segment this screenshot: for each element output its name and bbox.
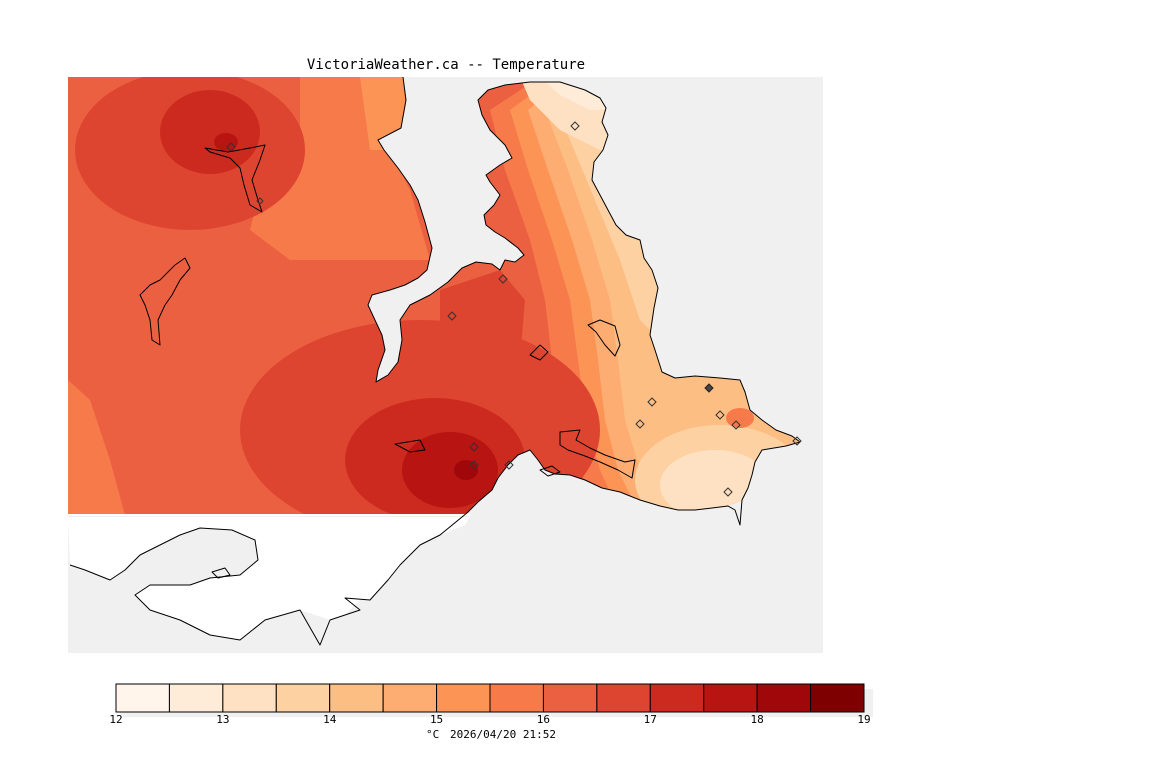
legend-tick-label: 18	[751, 713, 764, 726]
map-title: VictoriaWeather.ca -- Temperature	[307, 57, 585, 73]
legend-shadow	[864, 689, 873, 717]
station-marker[interactable]	[447, 311, 457, 321]
station-markers	[226, 121, 802, 497]
no-data-landmass	[68, 517, 470, 640]
legend-bin	[756, 683, 812, 713]
station-marker[interactable]	[570, 121, 580, 131]
legend-bin	[703, 683, 758, 713]
station-marker[interactable]	[731, 420, 741, 430]
station-marker[interactable]	[504, 460, 514, 470]
legend-bin	[382, 683, 438, 713]
station-marker[interactable]	[469, 442, 479, 452]
legend-color-bins	[115, 683, 865, 713]
coastlines	[69, 77, 801, 646]
legend-tick-label: 13	[216, 713, 229, 726]
legend-bin	[275, 683, 331, 713]
legend-shadow-bottom	[120, 712, 873, 717]
legend-tick-label: 12	[109, 713, 122, 726]
legend-tick-label: 16	[537, 713, 550, 726]
legend-bin	[649, 683, 705, 713]
legend-tick-label: 14	[323, 713, 337, 726]
station-marker[interactable]	[647, 397, 657, 407]
legend-tick-label: 17	[644, 713, 657, 726]
station-marker[interactable]	[715, 410, 725, 420]
legend-bin	[115, 683, 170, 713]
legend-bin	[222, 683, 277, 713]
legend-bin	[329, 683, 384, 713]
legend-unit: °C	[426, 728, 439, 741]
legend-timestamp: 2026/04/20 21:52	[450, 728, 556, 741]
legend-bin	[596, 683, 651, 713]
temperature-legend: 12 13 14 15 16 17 18 19 °C 2026/04/20 21:52	[109, 683, 873, 741]
map-panel	[68, 77, 823, 653]
legend-bin	[168, 683, 224, 713]
station-marker[interactable]	[704, 383, 714, 393]
legend-bin	[436, 683, 491, 713]
station-marker[interactable]	[723, 487, 733, 497]
station-marker[interactable]	[469, 460, 479, 470]
legend-bin	[489, 683, 544, 713]
station-marker[interactable]	[792, 436, 802, 446]
station-marker[interactable]	[498, 274, 508, 284]
legend-tick-label: 19	[857, 713, 870, 726]
station-marker[interactable]	[226, 142, 236, 152]
legend-bin	[810, 683, 865, 713]
station-marker[interactable]	[256, 197, 264, 205]
station-marker[interactable]	[635, 419, 645, 429]
legend-bin	[542, 683, 598, 713]
legend-tick-labels: 12 13 14 15 16 17 18 19	[109, 713, 870, 726]
legend-tick-label: 15	[430, 713, 443, 726]
